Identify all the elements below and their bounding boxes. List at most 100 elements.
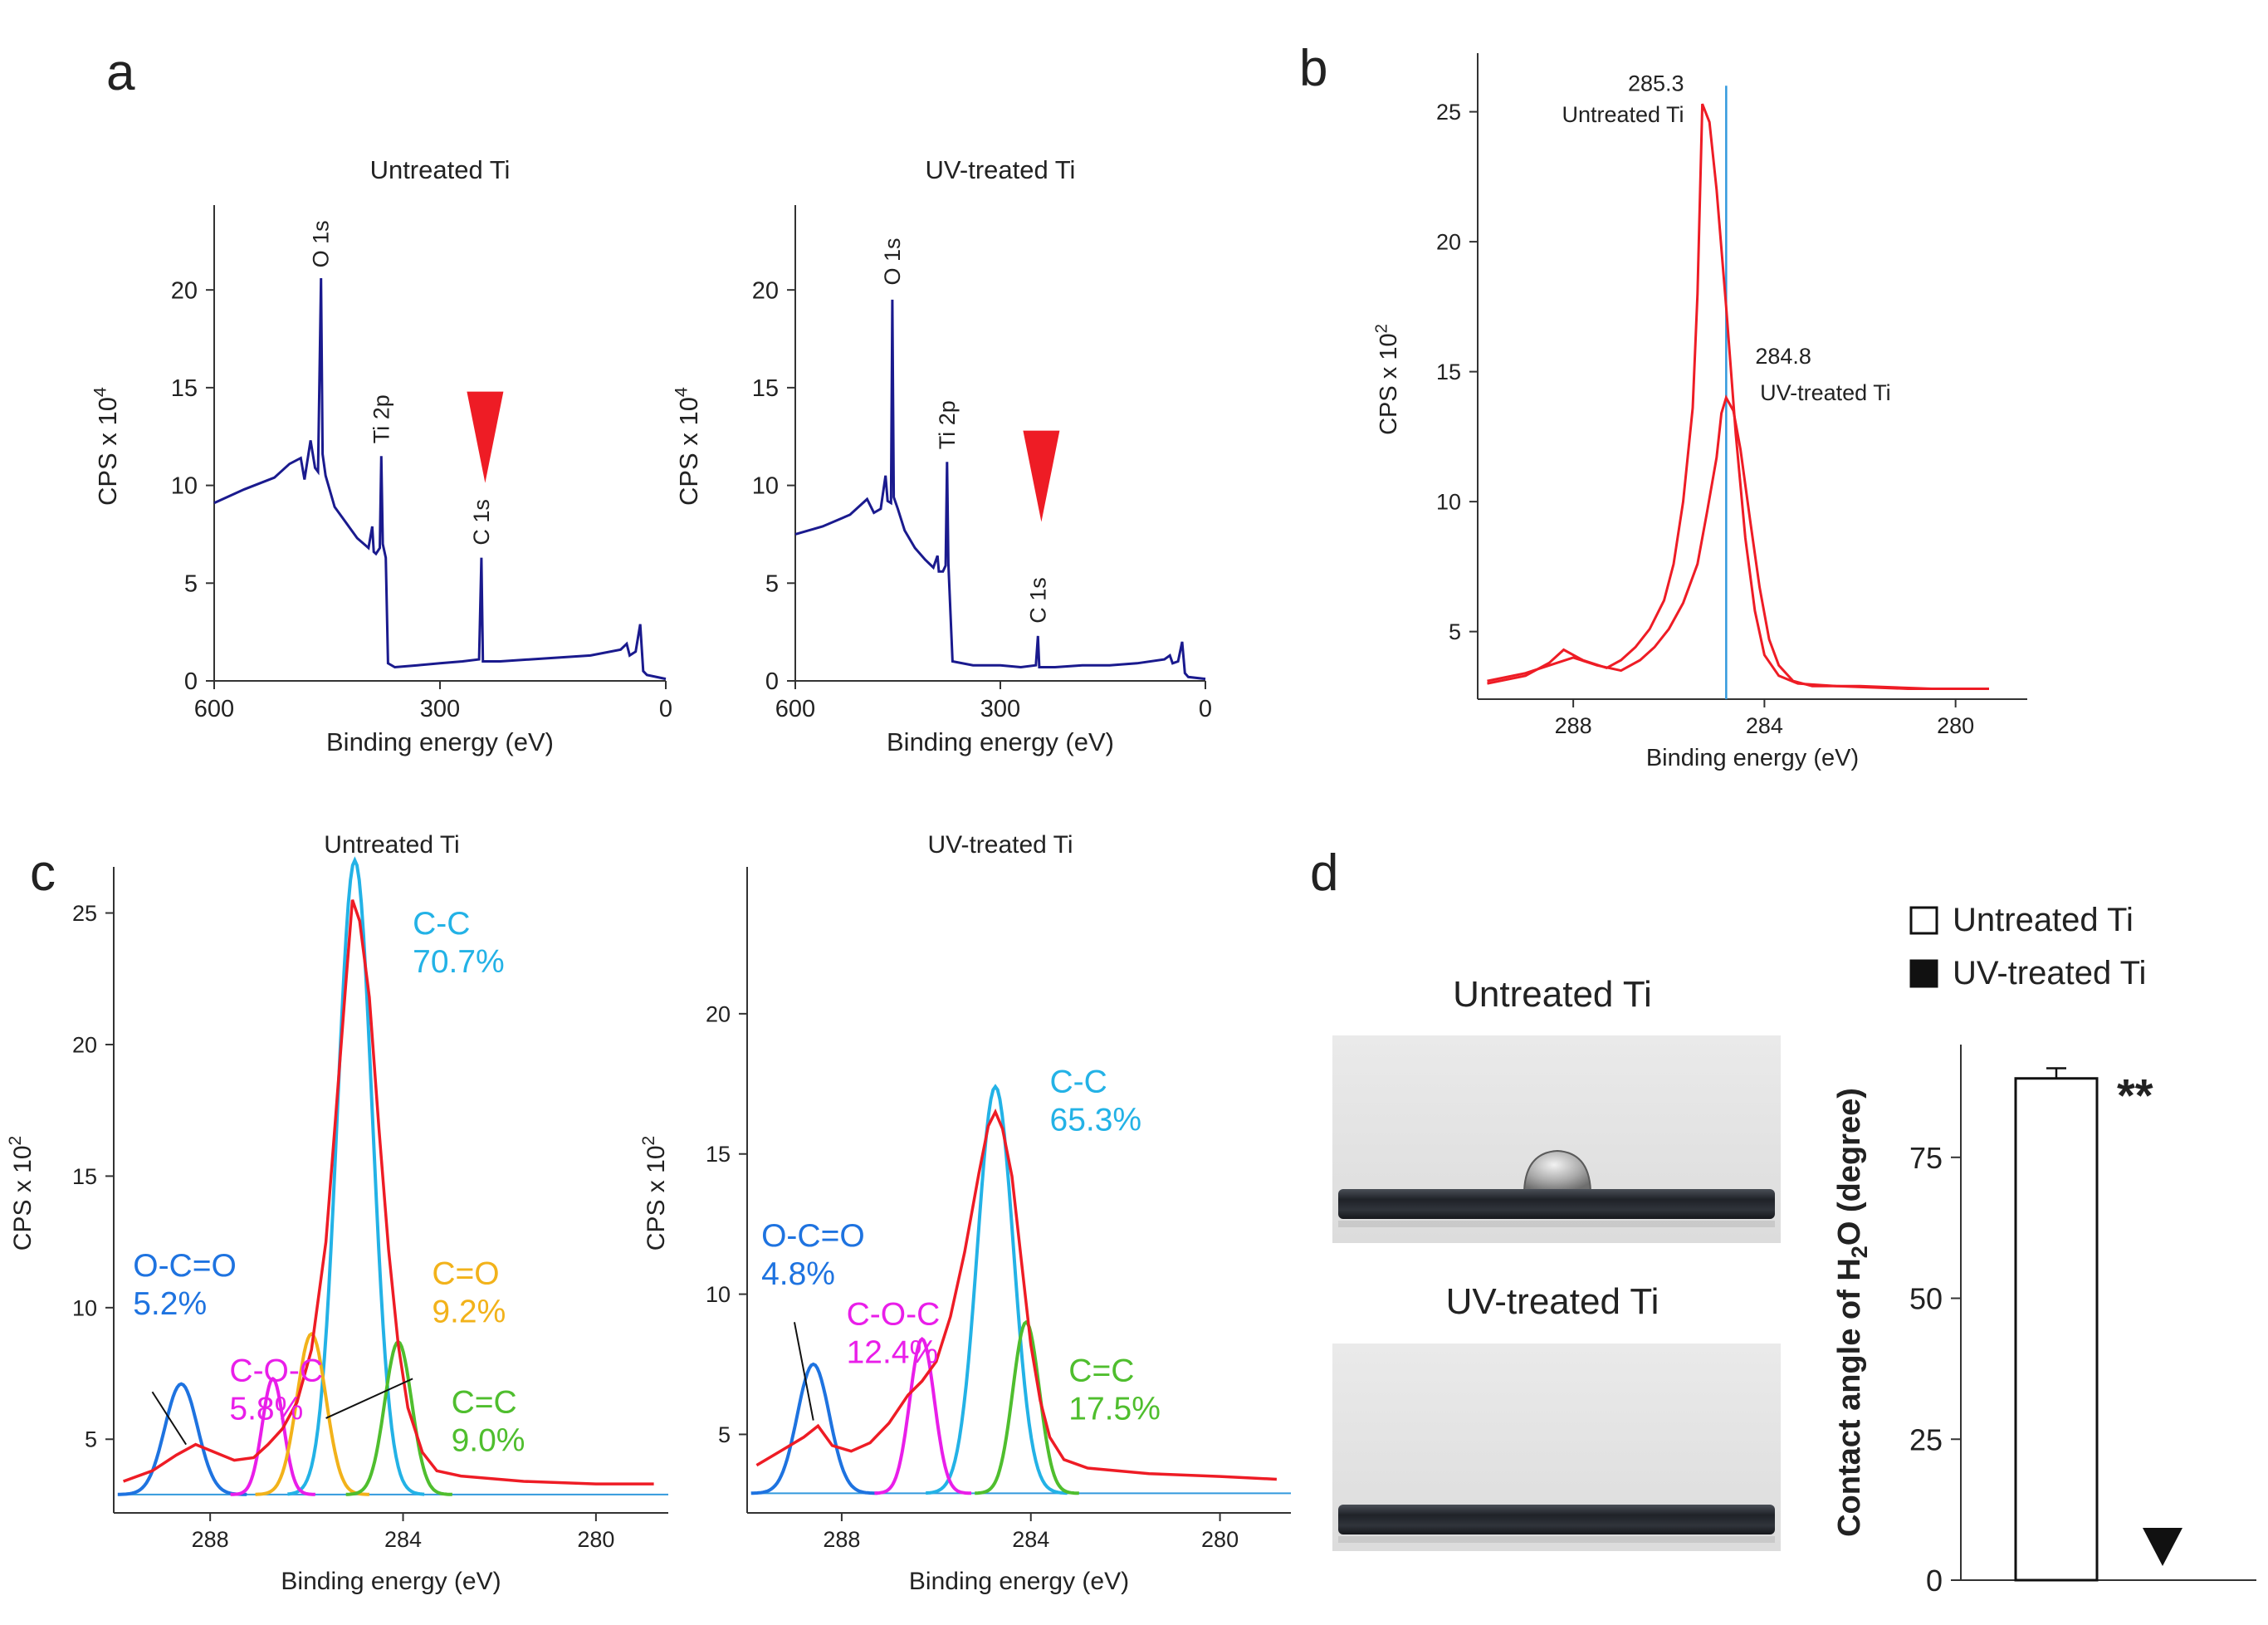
envelope-line [755, 1108, 1277, 1481]
y-tick-label: 20 [72, 1032, 97, 1057]
chart-title: UV-treated Ti [926, 155, 1076, 184]
x-tick-label: 284 [384, 1527, 422, 1552]
y-tick-label: 10 [706, 1282, 731, 1307]
c1s-marker [467, 391, 504, 483]
panel-label-c: c [30, 844, 56, 902]
component-name: O-C=O [761, 1218, 865, 1254]
x-tick-label: 600 [775, 696, 815, 722]
y-tick-label: 0 [184, 668, 198, 695]
chart-title: UV-treated Ti [927, 831, 1073, 859]
series-line [1487, 103, 1989, 690]
component-percent: 5.8% [229, 1392, 303, 1427]
chart-b: 288 284 280 5 10 15 20 25 Binding energy (eV) CPS… [1372, 53, 2027, 771]
annotation-label: Untreated Ti [1562, 102, 1684, 127]
y-tick-label: 5 [184, 570, 198, 597]
x-axis-label: Binding energy (eV) [909, 1568, 1129, 1595]
component-percent: 9.2% [432, 1294, 506, 1329]
titanium-disc [1338, 1189, 1775, 1219]
y-axis-label: Contact angle of H2O (degree) [1832, 1088, 1872, 1537]
component-name: C-C [413, 906, 470, 942]
zero-value-marker [2143, 1528, 2182, 1566]
peak-label: C 1s [1025, 577, 1050, 624]
component-name: C=C [452, 1385, 517, 1421]
component-curve [117, 1382, 247, 1496]
legend-d: Untreated Ti UV-treated Ti [1909, 902, 2146, 991]
x-axis-label: Binding energy (eV) [887, 727, 1114, 756]
panel-label-d: d [1310, 844, 1338, 902]
y-tick-label: 20 [1436, 230, 1461, 255]
y-tick-label: 5 [718, 1422, 731, 1447]
component-name: C=C [1068, 1353, 1134, 1388]
x-tick-label: 288 [1555, 713, 1592, 738]
series-line [1487, 394, 1989, 690]
legend-swatch-uv [1909, 959, 1938, 988]
leader-line [325, 1378, 413, 1419]
peak-label: O 1s [880, 237, 905, 285]
y-tick-label: 25 [1436, 100, 1461, 125]
panel-label-b: b [1299, 40, 1327, 97]
c1s-marker [1023, 430, 1060, 522]
component-curve [750, 1362, 878, 1495]
y-tick-label: 5 [765, 570, 779, 597]
spectrum-line [794, 299, 1206, 681]
component-curve [287, 856, 425, 1496]
y-tick-label: 10 [1436, 490, 1461, 515]
legend-swatch-untreated [1909, 906, 1938, 935]
y-tick-label: 15 [752, 375, 779, 402]
y-tick-label: 25 [1909, 1422, 1943, 1456]
peak-label: Ti 2p [369, 394, 393, 443]
peak-label: C 1s [469, 499, 494, 546]
chart-a-uv: 600 300 0 0 5 10 15 20 Binding energy (eV) CPS x … [671, 155, 1212, 756]
y-axis-label: CPS x 102 [6, 1136, 37, 1251]
photo-untreated-title: Untreated Ti [1453, 974, 1652, 1015]
y-axis-label: CPS x 104 [671, 387, 703, 506]
photo-uv-title: UV-treated Ti [1446, 1281, 1659, 1322]
water-droplet [1523, 1149, 1592, 1192]
x-axis-label: Binding energy (eV) [326, 727, 554, 756]
peak-label: Ti 2p [935, 400, 960, 449]
chart-d: 0 25 50 75 Contact angle of H2O (degree) ** [1832, 1045, 2256, 1598]
y-tick-label: 50 [1909, 1282, 1943, 1316]
leader-line [151, 1391, 187, 1446]
x-tick-label: 284 [1012, 1527, 1049, 1552]
y-tick-label: 20 [752, 277, 779, 304]
x-tick-label: 280 [1937, 713, 1974, 738]
x-tick-label: 284 [1746, 713, 1783, 738]
y-tick-label: 10 [72, 1295, 97, 1320]
y-tick-label: 20 [706, 1001, 731, 1026]
component-name: C-O-C [229, 1353, 323, 1389]
x-tick-label: 300 [420, 696, 460, 722]
photo-uv: UV-treated Ti [1332, 1281, 1781, 1551]
component-name: O-C=O [133, 1248, 237, 1284]
y-tick-label: 20 [171, 277, 198, 304]
titanium-disc [1338, 1505, 1775, 1534]
chart-c-uv: 288 284 280 5 10 15 20 Binding energy (eV) CPS x… [639, 831, 1291, 1595]
x-tick-label: 0 [659, 696, 672, 722]
component-percent: 65.3% [1050, 1102, 1142, 1138]
chart-title: Untreated Ti [370, 155, 511, 184]
y-tick-label: 15 [171, 375, 198, 402]
chart-a-untreated: 600 300 0 0 5 10 15 20 Binding energy (eV) CPS x … [90, 155, 672, 756]
component-name: C=O [432, 1255, 499, 1291]
significance-label: ** [2117, 1069, 2153, 1122]
disc-reflection [1338, 1221, 1775, 1227]
panel-label-a: a [106, 44, 135, 101]
peak-label: O 1s [309, 220, 334, 267]
x-tick-label: 288 [823, 1527, 860, 1552]
legend-label-uv: UV-treated Ti [1953, 955, 2146, 991]
component-percent: 5.2% [133, 1286, 207, 1322]
component-name: C-C [1050, 1064, 1107, 1099]
spectrum-line [213, 277, 667, 681]
annotation-label: 285.3 [1628, 71, 1684, 96]
component-name: C-O-C [847, 1297, 941, 1333]
component-percent: 12.4% [847, 1335, 939, 1371]
component-percent: 70.7% [413, 944, 505, 980]
envelope-line [123, 899, 654, 1486]
y-tick-label: 15 [1436, 360, 1461, 384]
component-percent: 17.5% [1068, 1391, 1161, 1427]
component-curve [874, 1337, 971, 1495]
y-tick-label: 15 [706, 1142, 731, 1167]
y-tick-label: 10 [752, 473, 779, 500]
y-tick-label: 25 [72, 901, 97, 926]
